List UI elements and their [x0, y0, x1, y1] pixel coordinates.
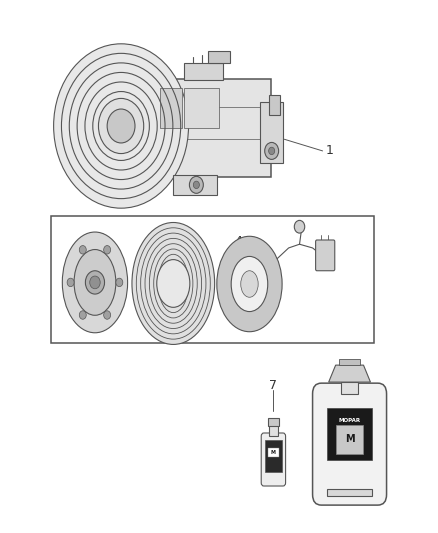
Circle shape	[67, 278, 74, 287]
Bar	[160, 88, 182, 127]
FancyBboxPatch shape	[173, 175, 217, 195]
Circle shape	[90, 276, 100, 289]
FancyBboxPatch shape	[156, 79, 271, 177]
Bar	[269, 95, 280, 115]
Ellipse shape	[241, 271, 258, 297]
Ellipse shape	[74, 249, 116, 316]
Ellipse shape	[157, 260, 190, 308]
Bar	[149, 115, 160, 160]
Bar	[336, 424, 364, 454]
Bar	[327, 489, 372, 496]
Circle shape	[79, 246, 86, 254]
Bar	[327, 408, 372, 460]
Circle shape	[85, 271, 105, 294]
Bar	[208, 51, 230, 63]
Bar	[339, 359, 360, 365]
Text: M: M	[345, 434, 354, 444]
Circle shape	[268, 147, 275, 155]
Bar	[51, 216, 374, 343]
Circle shape	[294, 220, 305, 233]
Text: M: M	[271, 449, 276, 455]
Bar	[184, 88, 219, 127]
Bar	[260, 102, 283, 163]
FancyBboxPatch shape	[313, 383, 387, 505]
Ellipse shape	[99, 99, 144, 154]
Text: 7: 7	[269, 379, 277, 392]
Circle shape	[104, 311, 111, 319]
Text: 8: 8	[346, 379, 353, 392]
Text: 4: 4	[235, 235, 243, 247]
FancyBboxPatch shape	[261, 433, 286, 486]
Circle shape	[104, 246, 111, 254]
Circle shape	[265, 142, 279, 159]
Polygon shape	[328, 365, 371, 382]
Ellipse shape	[217, 236, 282, 332]
Bar	[184, 63, 223, 80]
Text: 5: 5	[97, 232, 105, 245]
Bar	[269, 424, 278, 436]
Ellipse shape	[62, 232, 127, 333]
Circle shape	[116, 278, 123, 287]
FancyBboxPatch shape	[316, 240, 335, 271]
Circle shape	[189, 176, 203, 193]
Ellipse shape	[231, 256, 268, 312]
Bar	[341, 382, 358, 394]
Bar	[268, 418, 279, 425]
Bar	[268, 448, 279, 457]
Bar	[265, 440, 282, 472]
Text: 1: 1	[326, 144, 334, 157]
Ellipse shape	[107, 109, 135, 143]
Ellipse shape	[132, 222, 215, 344]
Circle shape	[193, 181, 199, 189]
Ellipse shape	[53, 44, 188, 208]
Text: MOPAR: MOPAR	[339, 418, 360, 423]
Circle shape	[79, 311, 86, 319]
